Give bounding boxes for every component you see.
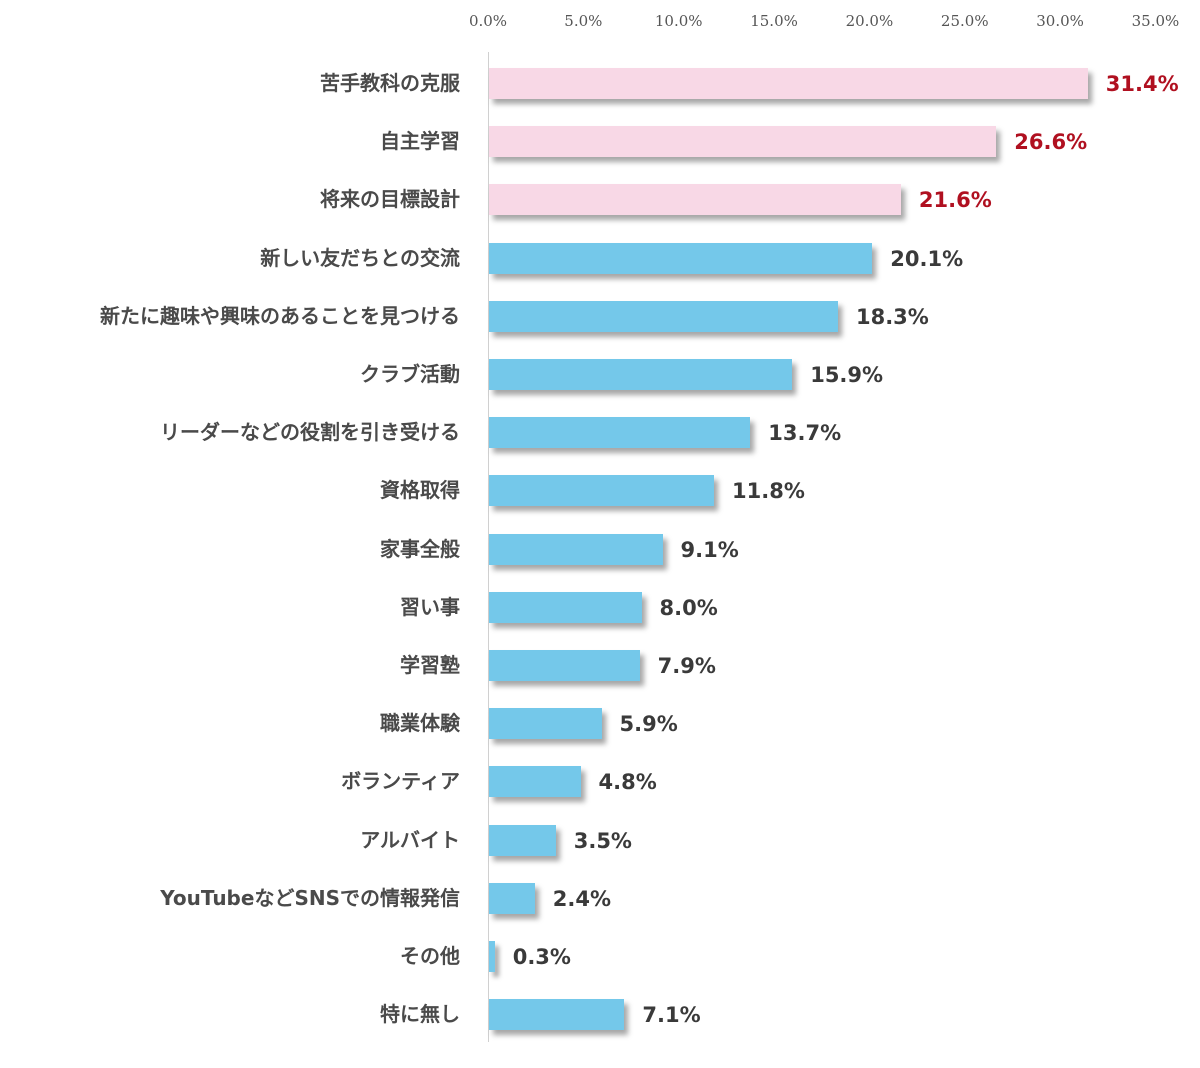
bar <box>489 824 556 856</box>
value-label: 3.5% <box>573 828 632 853</box>
x-tick-label: 20.0% <box>845 12 894 30</box>
bar-row: 自主学習 26.6% <box>0 124 1200 182</box>
category-label: その他 <box>400 944 460 968</box>
bar-row: 家事全般 9.1% <box>0 532 1200 590</box>
category-label: ボランティア <box>341 769 460 794</box>
category-label: 職業体験 <box>380 711 460 736</box>
bar <box>489 300 838 332</box>
category-label: 新しい友だちとの交流 <box>260 245 460 270</box>
value-label: 18.3% <box>855 304 929 329</box>
bar <box>489 359 793 390</box>
value-label: 13.7% <box>768 421 842 446</box>
x-tick-label: 25.0% <box>940 12 989 30</box>
category-label: リーダーなどの役割を引き受ける <box>160 420 460 445</box>
bar-row: 学習塾 7.9% <box>0 648 1200 706</box>
category-label: 新たに趣味や興味のあることを見つける <box>100 303 460 328</box>
value-label: 7.1% <box>642 1003 701 1028</box>
bar-row: 習い事 8.0% <box>0 590 1200 648</box>
x-tick-label: 30.0% <box>1036 12 1084 30</box>
value-label: 11.8% <box>732 479 805 504</box>
category-label: YouTubeなどSNSでの情報発信 <box>160 885 460 910</box>
bar-row: クラブ活動 15.9% <box>0 357 1200 415</box>
category-label: クラブ活動 <box>360 362 460 386</box>
value-label: 7.9% <box>657 654 716 678</box>
bar-row: 資格取得 11.8% <box>0 473 1200 531</box>
value-label: 26.6% <box>1014 130 1088 155</box>
bar <box>489 475 715 507</box>
value-label: 9.1% <box>680 537 739 562</box>
category-label: 家事全般 <box>380 536 460 561</box>
bar <box>489 591 642 623</box>
bar-row: その他 0.3% <box>0 939 1200 997</box>
value-label: 0.3% <box>512 945 571 969</box>
bar <box>489 766 581 798</box>
bar-row: 苦手教科の克服 31.4% <box>0 66 1200 124</box>
value-label: 4.8% <box>598 770 657 795</box>
x-tick-label: 35.0% <box>1131 12 1180 30</box>
bar-row: 特に無し 7.1% <box>0 997 1200 1055</box>
bar-row: ボランティア 4.8% <box>0 764 1200 822</box>
x-tick-label: 5.0% <box>564 12 603 30</box>
value-label: 31.4% <box>1105 72 1179 96</box>
category-label: 習い事 <box>400 594 460 619</box>
value-label: 21.6% <box>918 188 992 213</box>
bar <box>489 708 602 740</box>
value-label: 15.9% <box>810 363 884 387</box>
category-label: 学習塾 <box>400 653 460 677</box>
category-label: 資格取得 <box>380 478 460 503</box>
bar <box>489 533 663 565</box>
category-label: 苦手教科の克服 <box>320 71 460 95</box>
bar-row: 職業体験 5.9% <box>0 706 1200 764</box>
bar-row: リーダーなどの役割を引き受ける 13.7% <box>0 415 1200 473</box>
highlighted-bar <box>489 68 1088 99</box>
bar <box>489 941 495 972</box>
bar <box>489 417 751 449</box>
x-tick-label: 10.0% <box>654 12 703 30</box>
bar <box>489 650 640 681</box>
y-axis-line <box>488 52 489 1042</box>
value-label: 8.0% <box>659 595 718 620</box>
category-label: アルバイト <box>360 827 460 852</box>
value-label: 5.9% <box>619 712 678 737</box>
bar-row: 新たに趣味や興味のあることを見つける 18.3% <box>0 299 1200 357</box>
bar <box>489 242 873 274</box>
category-label: 将来の目標設計 <box>320 187 460 212</box>
bar-row: YouTubeなどSNSでの情報発信 2.4% <box>0 881 1200 939</box>
bar <box>489 999 625 1031</box>
highlighted-bar <box>489 184 901 216</box>
value-label: 2.4% <box>552 886 612 911</box>
bar <box>489 882 535 914</box>
x-tick-label: 15.0% <box>750 12 798 30</box>
bar-row: 新しい友だちとの交流 20.1% <box>0 241 1200 299</box>
x-tick-label: 0.0% <box>468 12 508 30</box>
category-label: 特に無し <box>380 1002 460 1027</box>
highlighted-bar <box>489 126 997 158</box>
bar-row: 将来の目標設計 21.6% <box>0 182 1200 240</box>
bar-row: アルバイト 3.5% <box>0 823 1200 881</box>
category-label: 自主学習 <box>380 129 460 154</box>
value-label: 20.1% <box>890 246 964 271</box>
